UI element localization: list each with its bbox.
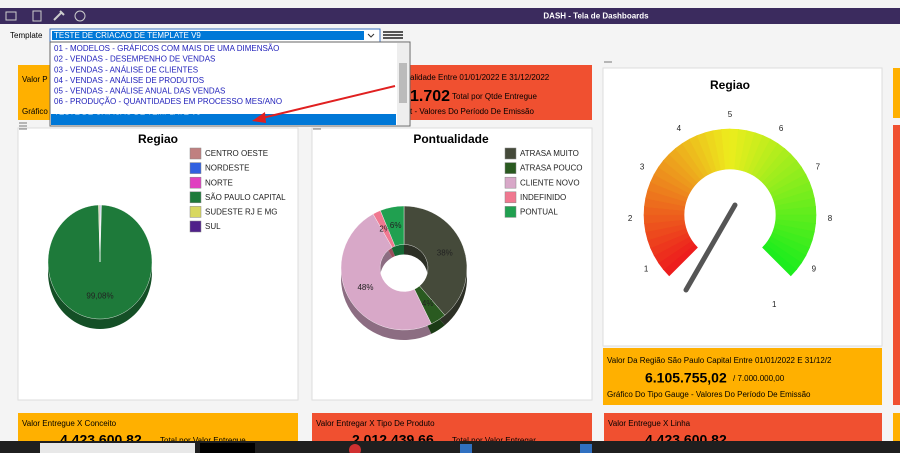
arrow-head	[252, 112, 266, 123]
legend-label: CENTRO OESTE	[205, 149, 268, 158]
card-subtitle: Gráfico	[22, 107, 48, 116]
options: 01 - MODELOS - GRÁFICOS COM MAIS DE UMA …	[54, 44, 282, 117]
scroll-thumb[interactable]	[399, 63, 407, 103]
chart-title: Pontualidade	[413, 132, 489, 146]
dropdown-list	[49, 41, 411, 127]
template-selected: TESTE DE CRIACAO DE TEMPLATE V9	[54, 31, 201, 40]
legend-swatch	[504, 191, 517, 204]
slice	[47, 204, 153, 320]
dropdown-option[interactable]: TESTE DE CRIACAO DE TEMPLATE V9	[54, 108, 201, 117]
slice	[380, 205, 405, 247]
data-label: 4%	[422, 299, 434, 308]
legend-swatch	[189, 220, 202, 233]
legend-label: INDEFINIDO	[520, 193, 566, 202]
window-title: DASH - Tela de Dashboards	[543, 12, 649, 21]
gauge-tick-label: 4	[677, 124, 682, 133]
legend-label: SÃO PAULO CAPITAL	[205, 193, 286, 202]
icon-save[interactable]	[32, 10, 42, 22]
select-highlight	[52, 31, 364, 40]
card-unit: Total por Qtde Entregue	[452, 92, 537, 101]
legend-label: NORTE	[205, 178, 233, 187]
dropdown-option[interactable]: 05 - VENDAS - ANÁLISE ANUAL DAS VENDAS	[54, 87, 225, 96]
dropdown-option[interactable]: 06 - PRODUÇÃO - QUANTIDADES EM PROCESSO …	[54, 97, 282, 106]
card	[603, 348, 882, 405]
chart-title: Regiao	[710, 78, 750, 92]
gauge-tick-label: 9	[812, 265, 817, 274]
legend-label: NORDESTE	[205, 164, 249, 173]
gauge-tick-label: 1	[772, 300, 777, 309]
card-title: Valor Entregue X Linha	[608, 419, 691, 428]
legend-swatch	[504, 206, 517, 218]
template-label: Template	[10, 31, 43, 40]
legend-label: SUL	[205, 222, 221, 231]
gauge-band	[762, 243, 797, 277]
legend-swatch	[189, 162, 202, 174]
chart-title: Regiao	[138, 132, 178, 146]
data-label: 99,08%	[86, 291, 113, 300]
select-arrow[interactable]	[367, 33, 375, 38]
taskbar-icon[interactable]	[580, 444, 592, 453]
card-edge	[893, 413, 900, 443]
charts: Regiao0,16%99,08%CENTRO OESTENORDESTENOR…	[47, 78, 833, 341]
icon-info[interactable]	[74, 10, 86, 22]
title-bar	[0, 8, 900, 24]
menu-icon[interactable]	[383, 31, 403, 39]
card-unit: / 7.000.000,00	[733, 374, 785, 383]
gauge-tick-label: 1	[644, 265, 649, 274]
icon-exit[interactable]	[5, 11, 17, 21]
gauge-tick-label: 3	[640, 162, 645, 171]
panel-menu[interactable]	[19, 122, 27, 130]
legend-swatch	[189, 206, 202, 218]
data-label: 6%	[390, 221, 402, 230]
legend-label: SUDESTE RJ E MG	[205, 208, 277, 217]
gauge-tick-label: 8	[828, 214, 833, 223]
card-edge	[893, 68, 900, 118]
data-label: 48%	[357, 283, 373, 292]
icon-tools[interactable]	[53, 10, 65, 21]
card-subtitle: t - Valores Do Período De Emissão	[410, 107, 534, 116]
taskbar-app[interactable]	[200, 443, 255, 453]
card-subtitle: Gráfico Do Tipo Gauge - Valores Do Perío…	[607, 390, 811, 399]
slice	[99, 204, 101, 263]
card-title: alidade Entre 01/01/2022 E 31/12/2022	[410, 73, 550, 82]
gauge-tick-label: 2	[628, 214, 633, 223]
gauge-needle	[683, 202, 738, 293]
legend-swatch	[504, 162, 517, 174]
data-label: 38%	[437, 248, 453, 257]
legend-label: ATRASA MUITO	[520, 149, 579, 158]
legend-label: ATRASA POUCO	[520, 164, 583, 173]
card-title: Valor Entregue X Conceito	[22, 419, 117, 428]
legend-swatch	[504, 176, 517, 189]
data-label: 2%	[379, 225, 391, 234]
card-value: 6.105.755,02	[645, 370, 727, 386]
dropdown-option[interactable]: 01 - MODELOS - GRÁFICOS COM MAIS DE UMA …	[54, 44, 279, 53]
dropdown-option[interactable]: 02 - VENDAS - DESEMPENHO DE VENDAS	[54, 55, 215, 64]
annotation-arrow	[261, 85, 396, 119]
card-title: Valor Da Região São Paulo Capital Entre …	[607, 356, 832, 365]
card-unit: Total por Valor Entregar	[452, 436, 536, 445]
gauge-tick-label: 5	[728, 110, 733, 119]
legend-swatch	[189, 191, 202, 204]
taskbar-icon[interactable]	[460, 444, 472, 453]
card-unit: Total por Valor Entregue	[160, 436, 246, 445]
dropdown-option[interactable]: 04 - VENDAS - ANÁLISE DE PRODUTOS	[54, 76, 204, 85]
gauge-tick-label: 7	[816, 162, 821, 171]
legend-swatch	[189, 176, 202, 189]
gauge-tick-label: 6	[779, 124, 784, 133]
card-title: Valor Entregar X Tipo De Produto	[316, 419, 435, 428]
dropdown-option[interactable]: 03 - VENDAS - ANÁLISE DE CLIENTES	[54, 65, 198, 74]
card-edge	[893, 125, 900, 405]
card-value: 1.702	[410, 88, 450, 105]
legend-label: CLIENTE NOVO	[520, 178, 580, 187]
legend-swatch	[189, 147, 202, 160]
legend-label: PONTUAL	[520, 208, 558, 217]
card-title: Valor P	[22, 75, 48, 84]
option-highlight	[51, 114, 396, 125]
search-box[interactable]	[40, 443, 195, 453]
slice	[340, 213, 432, 331]
legend-swatch	[504, 147, 517, 160]
slice	[403, 205, 468, 316]
